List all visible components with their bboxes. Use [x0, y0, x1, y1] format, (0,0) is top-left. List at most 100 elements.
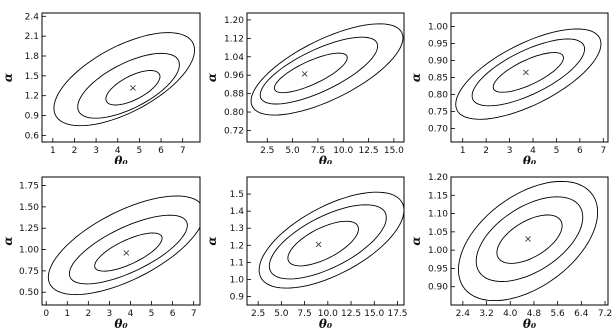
x-tick-label: 1 [50, 146, 56, 156]
contour-level-3 [47, 195, 200, 296]
x-tick-label: 10.0 [318, 309, 338, 319]
contour-level-2 [471, 38, 586, 107]
contour-level-2 [268, 204, 387, 280]
y-tick-label: 0.90 [428, 57, 448, 67]
x-tick-label: 2 [72, 146, 78, 156]
x-tick-label: 6.4 [574, 309, 589, 319]
contour-level-2 [475, 196, 584, 282]
best-fit-marker: × [314, 239, 322, 250]
y-tick-label: 1.3 [230, 224, 244, 234]
x-tick-label: 3.2 [479, 309, 493, 319]
x-tick-label: 6 [170, 309, 176, 319]
x-tick-label: 4 [115, 146, 121, 156]
y-tick-label: 0.88 [224, 90, 244, 100]
y-tick-label: 2.1 [25, 32, 39, 42]
y-tick-label: 0.80 [224, 108, 244, 118]
x-axis-label: θ₀ [319, 154, 333, 164]
y-tick-label: 1.8 [25, 52, 40, 62]
contour-level-2 [68, 214, 188, 285]
y-axis-label: α [1, 73, 15, 82]
y-tick-label: 0.70 [428, 124, 448, 134]
y-tick-label: 1.1 [230, 258, 244, 268]
x-tick-label: 7.5 [297, 309, 311, 319]
x-tick-label: 6 [158, 146, 164, 156]
x-tick-label: 1 [64, 309, 70, 319]
contour-level-1 [492, 52, 564, 93]
contour-level-2 [77, 52, 180, 119]
contour-panel-6: 2.4 3.2 4.0 4.8 5.6 6.4 7.2 0.90 0.95 1.00 1.05 1.1… [409, 173, 612, 329]
y-tick-label: 1.5 [25, 72, 39, 82]
x-tick-label: 7 [180, 146, 186, 156]
y-tick-label: 0.75 [19, 267, 39, 277]
y-tick-label: 1.75 [19, 182, 39, 192]
x-tick-label: 12.5 [341, 309, 361, 319]
y-tick-label: 0.80 [428, 90, 448, 100]
y-tick-label: 1.10 [428, 210, 448, 220]
y-tick-label: 1.05 [428, 228, 448, 238]
x-tick-label: 7 [600, 146, 606, 156]
x-axis-label: θ₀ [114, 317, 128, 329]
best-fit-marker: × [122, 248, 130, 259]
x-tick-label: 5 [554, 146, 560, 156]
x-tick-label: 3 [107, 309, 113, 319]
y-tick-label: 1.00 [428, 246, 448, 256]
y-tick-label: 0.95 [428, 40, 448, 50]
x-tick-label: 3 [93, 146, 99, 156]
x-tick-label: 12.5 [359, 146, 379, 156]
contour-group [455, 28, 602, 120]
x-tick-label: 2.4 [456, 309, 471, 319]
x-tick-label: 5.6 [550, 309, 565, 319]
plot-frame [41, 176, 201, 306]
y-tick-label: 2.4 [25, 12, 40, 22]
contour-level-1 [94, 232, 163, 272]
contour-group [457, 180, 599, 302]
y-tick-label: 1.20 [428, 173, 448, 183]
contour-level-1 [273, 52, 348, 94]
contour-panel-5: 2.5 5.0 7.5 10.0 12.5 15.0 17.5 0.9 1.0 1.1 1.2 1.3… [205, 176, 408, 329]
best-fit-marker: × [522, 67, 530, 78]
x-tick-label: 2.5 [260, 146, 274, 156]
contour-group [250, 23, 404, 116]
x-axis-label: θ₀ [319, 317, 333, 329]
y-tick-label: 1.00 [19, 246, 39, 256]
x-axis-label: θ₀ [523, 317, 537, 329]
contour-panel-4: 0 1 2 3 4 5 6 7 0.50 0.75 1.00 1.25 1.50 1.75 θ₀ α × [1, 176, 201, 329]
x-tick-label: 5.0 [274, 309, 289, 319]
y-tick-label: 0.90 [428, 283, 448, 293]
contour-level-1 [287, 220, 359, 267]
x-tick-label: 10.0 [333, 146, 353, 156]
x-tick-label: 5 [149, 309, 155, 319]
y-axis-label: α [1, 236, 15, 245]
y-tick-label: 1.00 [428, 23, 448, 33]
y-tick-label: 0.75 [428, 107, 448, 117]
y-axis-label: α [409, 236, 423, 245]
plot-frame [246, 176, 405, 306]
x-tick-label: 7 [191, 309, 197, 319]
best-fit-marker: × [129, 83, 137, 94]
x-tick-label: 4 [530, 146, 536, 156]
y-tick-label: 0.9 [25, 112, 40, 122]
contour-panel-2: 2.5 5.0 7.5 10.0 12.5 15.0 0.72 0.80 0.88 0.96 1.0… [205, 12, 405, 164]
y-tick-label: 0.96 [224, 71, 244, 81]
x-tick-label: 1 [460, 146, 466, 156]
x-tick-label: 0 [43, 309, 49, 319]
x-axis-label: θ₀ [523, 154, 537, 164]
x-tick-label: 15.0 [384, 146, 404, 156]
y-tick-label: 1.0 [230, 275, 245, 285]
x-tick-label: 5.0 [285, 146, 300, 156]
y-axis-label: α [205, 73, 219, 82]
y-tick-label: 1.25 [19, 224, 39, 234]
y-tick-label: 1.12 [224, 34, 244, 44]
x-tick-label: 5 [137, 146, 143, 156]
x-tick-label: 2 [85, 309, 91, 319]
x-axis-label: θ₀ [114, 154, 128, 164]
best-fit-marker: × [524, 234, 532, 245]
contour-level-3 [250, 23, 404, 116]
contour-group [47, 195, 200, 296]
x-tick-label: 2 [483, 146, 489, 156]
y-axis-label: α [205, 236, 219, 245]
x-tick-label: 6 [577, 146, 583, 156]
x-tick-label: 7.2 [598, 309, 612, 319]
y-tick-label: 0.72 [224, 126, 244, 136]
